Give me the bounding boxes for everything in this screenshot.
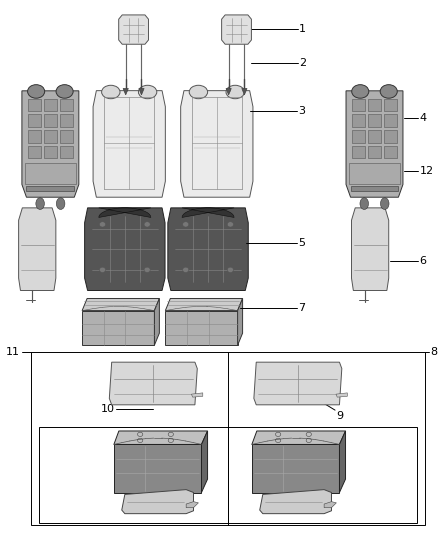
Bar [368, 99, 381, 111]
Ellipse shape [189, 85, 208, 99]
Polygon shape [110, 362, 197, 405]
Bar [368, 146, 381, 158]
Ellipse shape [227, 267, 233, 272]
Polygon shape [252, 445, 339, 492]
Bar [384, 130, 397, 143]
Bar [60, 130, 73, 143]
Ellipse shape [57, 198, 65, 209]
Bar [60, 146, 73, 158]
Polygon shape [346, 91, 403, 197]
Bar [349, 163, 400, 184]
Ellipse shape [144, 267, 150, 272]
Ellipse shape [381, 198, 389, 209]
Ellipse shape [99, 222, 106, 227]
Bar [31, 352, 425, 525]
Text: 6: 6 [420, 256, 427, 266]
Bar [26, 186, 74, 191]
Bar [384, 115, 397, 127]
Polygon shape [201, 431, 208, 492]
Polygon shape [168, 208, 248, 290]
Text: 9: 9 [336, 411, 343, 421]
Bar [384, 99, 397, 111]
Ellipse shape [380, 85, 397, 98]
Text: 5: 5 [298, 238, 305, 247]
Text: 8: 8 [431, 347, 438, 357]
Polygon shape [82, 311, 154, 345]
Text: 1: 1 [299, 25, 306, 34]
Bar [44, 130, 57, 143]
Polygon shape [93, 91, 166, 197]
Polygon shape [226, 88, 231, 95]
Bar [28, 99, 41, 111]
Ellipse shape [352, 85, 369, 98]
Bar [44, 99, 57, 111]
Ellipse shape [56, 85, 73, 98]
Ellipse shape [183, 222, 189, 227]
Ellipse shape [144, 222, 150, 227]
Polygon shape [114, 431, 208, 445]
Polygon shape [85, 208, 165, 290]
Bar [384, 146, 397, 158]
Polygon shape [324, 502, 336, 507]
Polygon shape [139, 88, 144, 95]
Polygon shape [166, 298, 243, 311]
Polygon shape [237, 298, 243, 345]
Polygon shape [82, 298, 159, 311]
Ellipse shape [183, 267, 189, 272]
Text: 3: 3 [298, 106, 305, 116]
Polygon shape [191, 393, 203, 397]
Bar [44, 146, 57, 158]
Text: 10: 10 [101, 404, 115, 414]
Text: 2: 2 [299, 58, 306, 68]
Text: 7: 7 [298, 303, 305, 313]
Ellipse shape [36, 198, 44, 209]
Polygon shape [182, 208, 234, 217]
Ellipse shape [360, 198, 368, 209]
Polygon shape [166, 311, 237, 345]
Bar [60, 115, 73, 127]
Ellipse shape [102, 85, 120, 99]
Ellipse shape [28, 85, 45, 98]
Polygon shape [119, 15, 148, 44]
Polygon shape [339, 431, 346, 492]
Bar [28, 130, 41, 143]
Polygon shape [260, 490, 332, 514]
Ellipse shape [227, 222, 233, 227]
Bar [28, 146, 41, 158]
Polygon shape [252, 431, 346, 445]
Polygon shape [180, 91, 253, 197]
Polygon shape [154, 298, 159, 345]
Bar [352, 115, 365, 127]
Text: 4: 4 [420, 114, 427, 123]
Polygon shape [254, 362, 342, 405]
Bar [352, 130, 365, 143]
Ellipse shape [99, 267, 106, 272]
Bar [25, 163, 76, 184]
Ellipse shape [226, 85, 244, 99]
Bar [44, 115, 57, 127]
Polygon shape [336, 393, 347, 397]
Bar [368, 130, 381, 143]
Text: 12: 12 [420, 166, 434, 175]
Bar [368, 115, 381, 127]
Text: 11: 11 [6, 347, 20, 357]
Polygon shape [122, 490, 194, 514]
Bar [60, 99, 73, 111]
Polygon shape [114, 445, 201, 492]
Polygon shape [22, 91, 79, 197]
Bar [352, 99, 365, 111]
Bar [39, 427, 417, 523]
Polygon shape [351, 208, 389, 290]
Polygon shape [222, 15, 251, 44]
Polygon shape [186, 502, 198, 507]
Bar [352, 146, 365, 158]
Polygon shape [123, 88, 128, 95]
Bar [28, 115, 41, 127]
Polygon shape [99, 208, 151, 217]
Ellipse shape [138, 85, 157, 99]
Polygon shape [18, 208, 56, 290]
Polygon shape [242, 88, 247, 95]
Bar [350, 186, 399, 191]
